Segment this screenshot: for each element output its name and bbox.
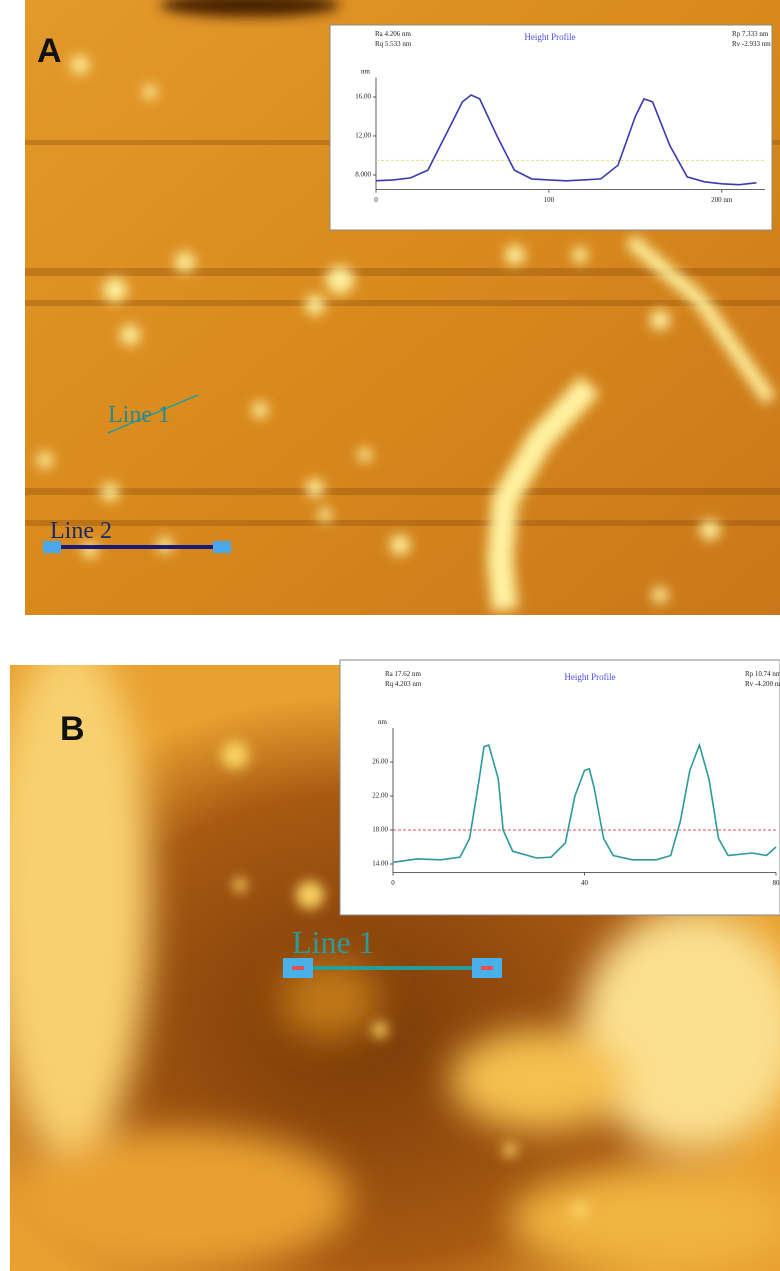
- profile-stat: Rq 4.203 nm: [385, 680, 422, 688]
- y-tick-label: 8.000: [355, 171, 371, 179]
- line-label: Line 2: [50, 518, 112, 544]
- profile-box: [329, 24, 773, 231]
- profile-stat: Rv -4.200 nm: [745, 680, 780, 688]
- y-tick-label: 18.00: [372, 826, 388, 834]
- line-label: Line 1: [108, 402, 170, 428]
- line-cap-center: [481, 966, 493, 970]
- x-tick-label: 200 nm: [711, 196, 733, 204]
- line-label: Line 1: [292, 924, 375, 960]
- x-tick-label: 40: [581, 879, 589, 887]
- y-tick-label: 22.00: [372, 792, 388, 800]
- panel-label: B: [60, 710, 85, 748]
- line-cap: [43, 541, 61, 553]
- y-tick-label: 26.00: [372, 758, 388, 766]
- x-tick-label: 0: [391, 879, 395, 887]
- x-tick-label: 0: [374, 196, 378, 204]
- profile-stat: Ra 17.62 nm: [385, 670, 422, 678]
- y-tick-label: 12.00: [355, 132, 371, 140]
- line-cap-center: [292, 966, 304, 970]
- line-cap: [213, 541, 231, 553]
- profile-stat: Ra 4.206 nm: [375, 30, 412, 38]
- profile-stat: Rp 7.333 nm: [732, 30, 769, 38]
- profile-title: Height Profile: [524, 32, 575, 42]
- profile-stat: Rv -2.933 nm: [732, 40, 771, 48]
- y-axis-label: nm: [378, 718, 388, 726]
- profile-line: [375, 94, 757, 186]
- profile-line: [392, 742, 777, 864]
- x-tick-label: 100: [544, 196, 555, 204]
- panel-label: A: [37, 32, 62, 70]
- x-tick-label: 80: [773, 879, 780, 887]
- y-tick-label: 14.00: [372, 860, 388, 868]
- profile-stat: Rp 10.74 nm: [745, 670, 780, 678]
- line-1-marker: [107, 394, 199, 434]
- y-tick-label: 16.00: [355, 93, 371, 101]
- y-axis-label: nm: [361, 68, 371, 76]
- profile-title: Height Profile: [564, 672, 615, 682]
- profile-box: [339, 659, 780, 916]
- profile-stat: Rq 5.533 nm: [375, 40, 412, 48]
